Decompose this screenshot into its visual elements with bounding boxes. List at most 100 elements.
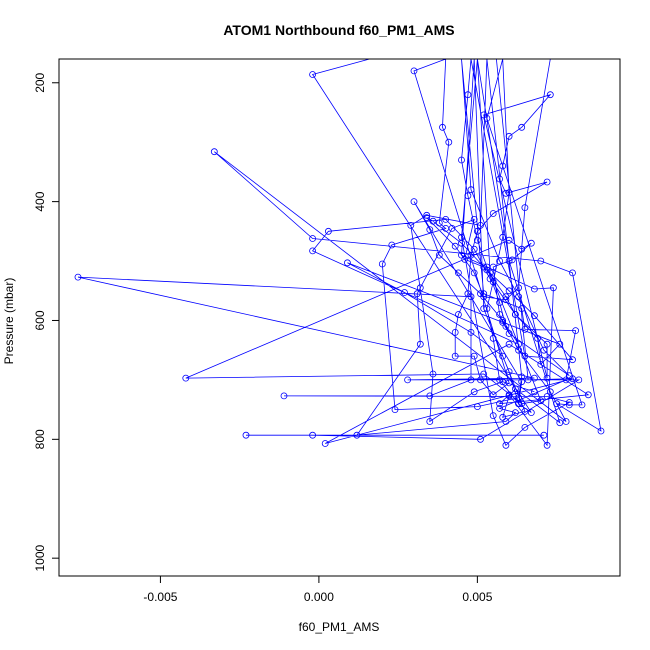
data-point: [537, 257, 545, 265]
data-point: [537, 360, 545, 368]
data-point: [565, 399, 573, 406]
data-point: [505, 287, 513, 295]
data-point: [496, 299, 504, 307]
data-point: [543, 340, 551, 348]
data-point: [496, 257, 504, 265]
data-point: [505, 368, 513, 376]
data-point: [454, 311, 462, 318]
data-point: [496, 404, 504, 412]
data-point: [550, 284, 557, 292]
data-point: [410, 198, 418, 206]
y-tick-label: 400: [33, 191, 47, 211]
data-point: [480, 111, 488, 119]
data-point: [521, 352, 529, 360]
data-point: [543, 441, 551, 449]
data-point: [556, 340, 564, 348]
data-point: [309, 71, 317, 78]
data-point: [521, 407, 529, 415]
data-point: [454, 269, 462, 277]
data-point: [518, 305, 526, 313]
data-point: [470, 269, 478, 277]
data-point: [565, 372, 573, 380]
data-point: [470, 245, 478, 253]
x-tick-label: 0.005: [462, 590, 492, 604]
data-point: [515, 284, 522, 292]
data-point: [515, 293, 522, 301]
data-point: [515, 394, 522, 402]
data-point: [512, 311, 519, 318]
data-point: [562, 418, 570, 425]
data-point: [496, 311, 504, 318]
data-point: [499, 413, 507, 421]
series-line: [77, 59, 602, 447]
data-point: [521, 423, 529, 431]
x-axis-label: f60_PM1_AMS: [299, 620, 380, 634]
data-point: [546, 91, 554, 99]
y-tick-label: 800: [33, 429, 47, 449]
data-point: [502, 296, 510, 304]
data-point: [442, 224, 450, 232]
data-point: [470, 215, 478, 223]
data-point: [464, 290, 472, 298]
data-point: [562, 376, 570, 384]
data-point: [451, 352, 459, 360]
data-point: [546, 388, 554, 396]
data-point: [531, 285, 538, 293]
data-point: [518, 378, 526, 386]
data-point: [435, 251, 443, 259]
data-point: [489, 391, 497, 399]
data-point: [391, 406, 399, 414]
data-point: [182, 374, 190, 382]
data-point: [505, 379, 513, 387]
data-point: [499, 317, 507, 324]
data-point: [429, 217, 437, 225]
data-point: [416, 284, 424, 292]
data-point: [531, 388, 538, 396]
data-point: [435, 219, 443, 227]
data-point: [477, 290, 484, 298]
data-point: [439, 123, 446, 131]
data-point: [426, 392, 434, 400]
data-point: [597, 427, 605, 435]
data-point: [458, 156, 465, 164]
data-point: [572, 327, 579, 335]
data-point: [502, 418, 510, 425]
data-point: [499, 378, 507, 386]
data-point: [505, 330, 513, 337]
data-point: [512, 385, 519, 393]
data-point: [477, 376, 484, 384]
data-point: [210, 148, 218, 156]
chart-title: ATOM1 Northbound f60_PM1_AMS: [223, 22, 454, 38]
data-point: [429, 370, 437, 378]
data-point: [470, 352, 478, 360]
data-point: [473, 236, 481, 244]
data-point: [575, 376, 583, 384]
x-tick-label: 0.000: [304, 590, 334, 604]
data-point: [473, 227, 481, 235]
data-point: [505, 340, 513, 348]
data-point: [499, 233, 507, 241]
data-point: [464, 91, 472, 99]
data-point: [569, 356, 576, 364]
data-point: [505, 257, 513, 265]
data-point: [309, 247, 317, 255]
data-point: [483, 305, 491, 313]
data-point: [410, 67, 418, 75]
data-point: [458, 251, 465, 259]
data-point: [321, 440, 329, 447]
series-layer: [74, 59, 605, 449]
data-point: [458, 239, 465, 247]
data-point: [508, 256, 516, 264]
data-point: [324, 227, 332, 235]
data-point: [309, 431, 317, 439]
x-tick-label: -0.005: [143, 590, 177, 604]
axes-layer: -0.005 0.000 0.005 200 400 600 800 1000: [33, 58, 621, 604]
data-point: [483, 263, 491, 271]
plot-frame: [58, 58, 621, 577]
y-tick-label: 200: [33, 72, 47, 92]
data-point: [442, 215, 450, 223]
data-point: [477, 221, 484, 229]
data-point: [416, 340, 424, 348]
data-point: [502, 322, 510, 330]
